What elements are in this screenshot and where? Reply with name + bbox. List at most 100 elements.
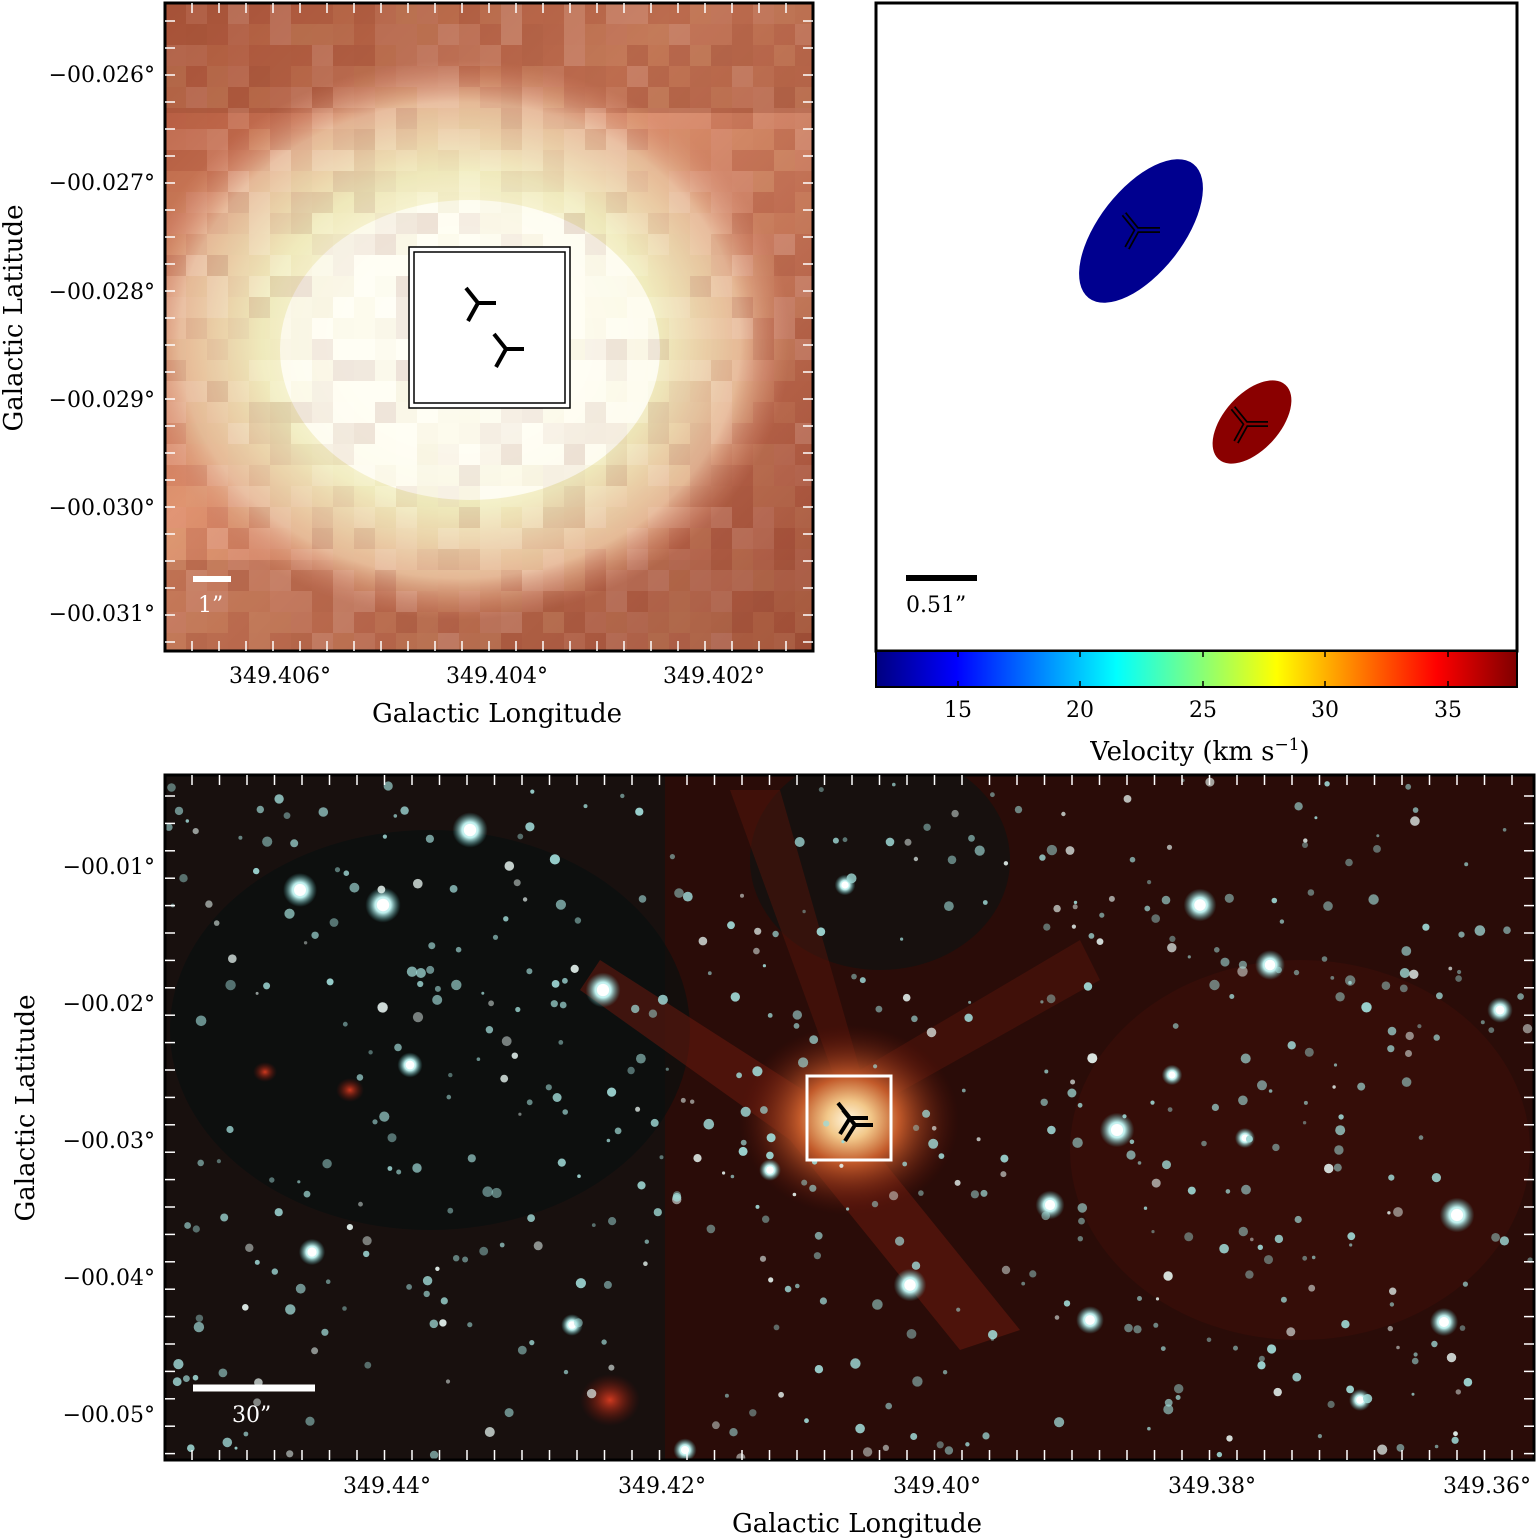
star: [938, 1153, 945, 1159]
star: [1503, 926, 1511, 934]
x-tick-label: 349.36°: [1443, 1474, 1531, 1499]
star: [772, 930, 779, 938]
wide-field-panel: 30” −00.01° −00.02° −00.03° −00.04° −00.…: [11, 773, 1536, 1538]
star-field: [165, 777, 1533, 1460]
star: [1387, 1045, 1395, 1053]
star: [1087, 1053, 1098, 1064]
star-core: [1264, 959, 1276, 971]
star: [923, 823, 931, 831]
star: [918, 1190, 924, 1196]
star: [467, 1322, 473, 1328]
star: [982, 900, 988, 905]
star-core: [1044, 1199, 1056, 1211]
star: [703, 1118, 715, 1130]
star: [1431, 1340, 1438, 1348]
star: [1169, 935, 1176, 943]
star: [1303, 1100, 1308, 1105]
star: [638, 895, 647, 903]
star: [406, 1284, 412, 1290]
star: [1233, 1345, 1238, 1351]
star: [1123, 795, 1132, 803]
star: [912, 1376, 923, 1387]
star: [329, 918, 339, 927]
x-tick-label: 349.38°: [1168, 1474, 1256, 1499]
star: [558, 1040, 564, 1045]
star: [262, 836, 273, 847]
star: [1373, 845, 1381, 853]
star: [1401, 1077, 1412, 1087]
star: [479, 1246, 489, 1256]
star: [1187, 955, 1191, 959]
x-axis-title: Galactic Longitude: [732, 1509, 982, 1538]
star: [583, 804, 588, 809]
star: [1267, 1344, 1277, 1354]
star: [1280, 1296, 1287, 1303]
star: [1077, 1203, 1088, 1213]
star: [218, 1368, 228, 1378]
star: [195, 1314, 204, 1323]
star: [1330, 976, 1335, 980]
star: [911, 1015, 918, 1023]
colorbar-tick-label: 20: [1066, 698, 1094, 723]
star: [1361, 1002, 1372, 1013]
star: [1096, 938, 1104, 945]
star: [1405, 783, 1412, 790]
star: [1417, 1024, 1422, 1029]
star: [1412, 807, 1419, 813]
star: [234, 1446, 238, 1450]
star: [990, 792, 995, 798]
star: [183, 1375, 190, 1382]
star: [698, 936, 708, 946]
star: [425, 834, 434, 843]
star: [1201, 1140, 1207, 1147]
star: [387, 1166, 393, 1171]
star: [1000, 1154, 1009, 1163]
star: [766, 1151, 774, 1160]
star: [274, 1208, 283, 1217]
star: [607, 1087, 617, 1097]
star: [179, 874, 188, 883]
star: [1363, 1394, 1373, 1404]
star: [372, 1119, 378, 1125]
x-tick-label: 349.40°: [893, 1474, 981, 1499]
star: [673, 1191, 681, 1200]
scale-bar-label: 0.51”: [906, 593, 966, 618]
star: [922, 1109, 931, 1118]
star: [1273, 1387, 1282, 1397]
star: [295, 1283, 306, 1294]
star-core: [1439, 1317, 1449, 1327]
star: [591, 1223, 596, 1227]
star: [736, 1453, 746, 1460]
star: [1334, 1145, 1344, 1155]
star: [1455, 975, 1462, 982]
star: [394, 1043, 402, 1052]
star: [1187, 1186, 1196, 1195]
star: [285, 1304, 296, 1315]
star: [1294, 1215, 1302, 1224]
star: [954, 1179, 961, 1186]
star: [193, 1321, 205, 1333]
star: [1279, 919, 1285, 924]
star: [417, 980, 424, 988]
star: [368, 1050, 373, 1055]
star: [614, 1127, 622, 1135]
star: [798, 1057, 809, 1068]
star: [1122, 1114, 1127, 1119]
star: [988, 1330, 998, 1340]
star: [795, 1283, 800, 1289]
star: [1422, 923, 1430, 931]
x-tick-label: 349.404°: [446, 664, 548, 689]
star: [377, 885, 386, 894]
star: [499, 1242, 505, 1248]
star: [631, 1004, 640, 1014]
star: [1346, 1385, 1354, 1394]
star: [693, 1154, 702, 1163]
star: [1241, 1184, 1251, 1195]
star: [228, 954, 237, 963]
star: [1308, 1284, 1316, 1292]
star: [500, 1074, 509, 1083]
star-core: [405, 1060, 415, 1070]
star: [1216, 1451, 1223, 1458]
star: [1163, 1271, 1173, 1281]
star: [192, 1374, 199, 1381]
